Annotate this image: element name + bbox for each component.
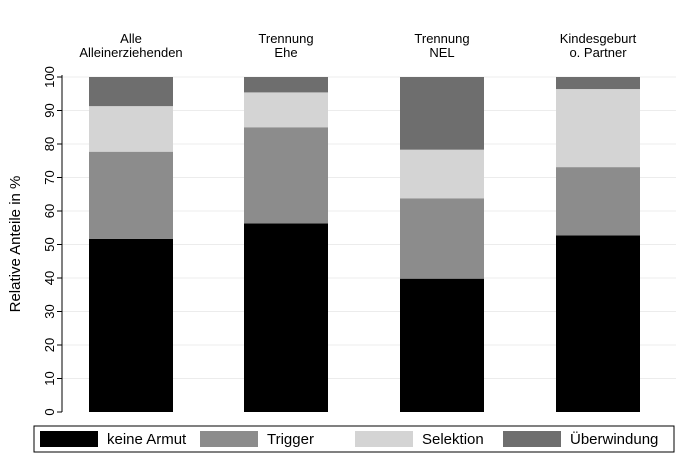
bar-segment-trigger [400,198,484,279]
y-tick-label: 40 [42,271,57,285]
y-tick-label: 70 [42,170,57,184]
bar-segment-selektion [556,89,640,168]
category-label: Alle [120,31,142,46]
bar-segment--berwindung [556,77,640,90]
bar-segment--berwindung [400,77,484,150]
category-label: Trennung [414,31,469,46]
category-labels: AlleAlleinerziehendenTrennungEheTrennung… [79,31,636,60]
category-label: Kindesgeburt [560,31,637,46]
bar-segment-trigger [244,127,328,224]
bar-segment--berwindung [89,77,173,107]
legend-swatch [503,431,561,447]
y-axis-label: Relative Anteile in % [7,176,24,313]
bar-segment-selektion [89,106,173,152]
category-label: Alleinerziehenden [79,45,182,60]
y-tick-label: 20 [42,338,57,352]
category-label: NEL [429,45,454,60]
y-tick-label: 60 [42,204,57,218]
y-tick-label: 90 [42,103,57,117]
legend-label: Selektion [422,431,484,448]
bar-segment-keine-armut [556,235,640,412]
legend-swatch [40,431,98,447]
bar-segment-selektion [244,92,328,128]
bar-segment-keine-armut [244,223,328,412]
y-axis: 0 10 20 30 40 50 60 70 80 90 100 [42,66,63,416]
legend-label: keine Armut [107,431,187,448]
legend-label: Überwindung [570,430,658,448]
bar-segment--berwindung [244,77,328,93]
y-tick-label: 0 [42,408,57,415]
bar-segment-trigger [556,167,640,236]
bar-segment-selektion [400,149,484,199]
y-tick-label: 80 [42,137,57,151]
legend-swatch [200,431,258,447]
category-label: o. Partner [569,45,627,60]
bar-segment-keine-armut [89,238,173,412]
category-label: Ehe [274,45,297,60]
y-tick-label: 100 [42,66,57,88]
bar-segment-keine-armut [400,278,484,412]
y-tick-label: 50 [42,237,57,251]
legend: keine Armut Trigger Selektion Überwindung [33,425,675,453]
bar-segment-trigger [89,151,173,239]
legend-label: Trigger [267,431,314,448]
bars [89,77,640,412]
category-label: Trennung [258,31,313,46]
legend-swatch [355,431,413,447]
y-tick-label: 10 [42,371,57,385]
y-tick-label: 30 [42,304,57,318]
legend-box [33,425,675,453]
